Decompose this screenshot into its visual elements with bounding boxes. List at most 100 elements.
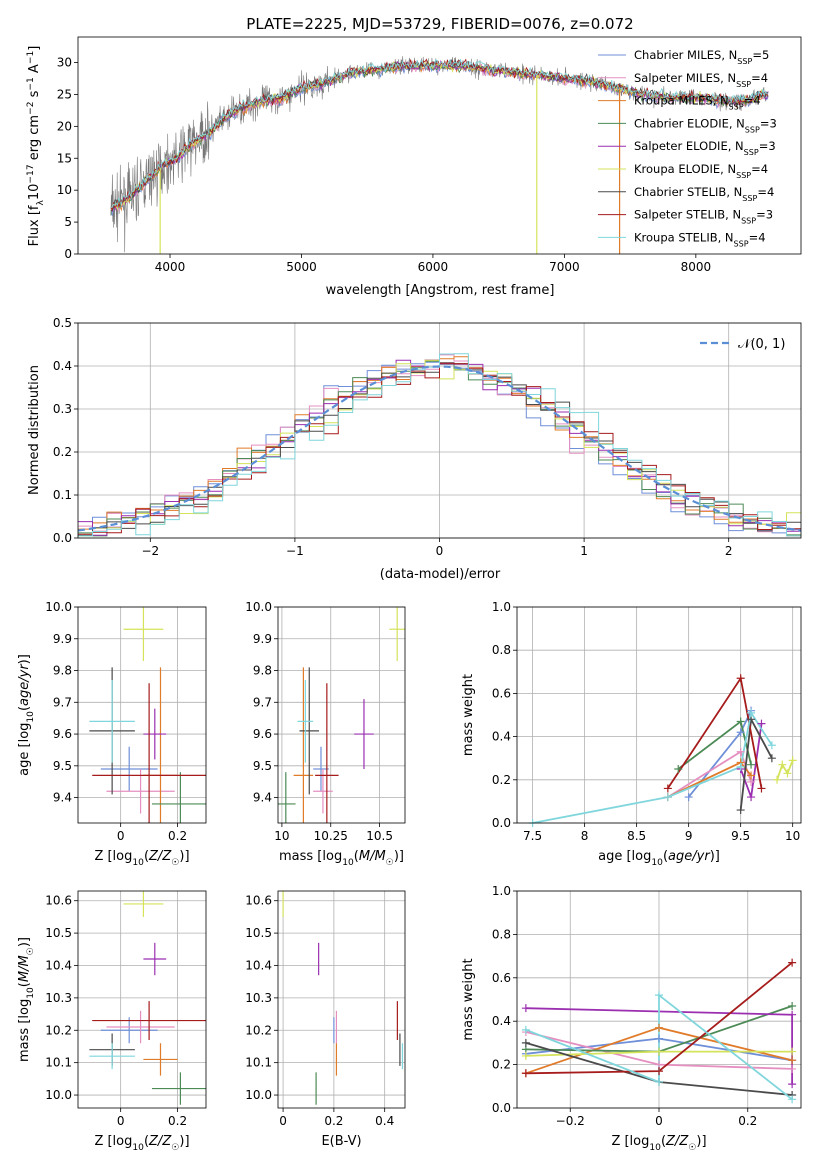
mass-weight-marker [655, 1023, 663, 1032]
x-tick-label: 0 [117, 829, 125, 843]
plots-layer: 4000 5000 6000 7000 8000051015202530waveleng… [17, 36, 802, 1153]
x-tick-label: 0 [117, 1114, 125, 1128]
y-tick-label: 9.5 [253, 759, 272, 773]
y-tick-label: 10.1 [245, 1056, 272, 1070]
residual-histogram [78, 362, 801, 535]
mass-weight-marker [736, 674, 745, 683]
y-tick-label: 9.4 [253, 791, 272, 805]
y-tick-label: 10.4 [45, 958, 72, 972]
mass-weight-marker [747, 760, 756, 769]
y-axis-label: Normed distribution [27, 365, 42, 495]
y-tick-label: 0 [64, 247, 72, 261]
legend-label: Salpeter ELODIE, NSSP=3 [634, 139, 776, 157]
mass-weight-marker [655, 1067, 663, 1076]
mass-vs-Z-panel: 0 0.2 10.0 10.1 10.2 10.3 10.4 10.5 10.6 Z [log10… [17, 890, 207, 1153]
x-tick-label: 10 [785, 829, 800, 843]
y-axis-label: age [log10(age/yr)] [17, 654, 36, 776]
mass-weight-marker [778, 760, 787, 769]
x-axis-label: wavelength [Angstrom, rest frame] [326, 283, 555, 298]
x-tick-label: 10.25 [314, 829, 348, 843]
mass-weight-marker [736, 747, 745, 756]
mass-weight-marker [788, 1064, 797, 1073]
x-tick-label: 0 [279, 1114, 287, 1128]
y-tick-label: 9.4 [53, 791, 72, 805]
axes-frame [277, 890, 406, 1109]
plot-area [532, 675, 794, 823]
mass-weight-marker [684, 793, 693, 802]
x-axis-label: E(B-V) [321, 1134, 361, 1149]
plot-area [78, 353, 801, 537]
mass-weight-marker [736, 806, 745, 815]
y-tick-label: 10.3 [245, 991, 272, 1005]
mass-weight-marker [788, 1095, 797, 1104]
y-tick-label: 10.4 [245, 958, 272, 972]
y-tick-label: 10.5 [245, 926, 272, 940]
mass-weight-marker [767, 741, 776, 750]
massweight-vs-age-panel: 7.5 8 8.5 9 9.5 10 0.0 0.2 0.4 0.6 0.8 1.0 age [log1… [461, 600, 802, 868]
legend: Chabrier MILES, NSSP=5 Salpeter MILES, NS… [598, 48, 777, 248]
y-tick-label: 0.2 [53, 445, 72, 459]
legend-label: Kroupa MILES, NSSP=4 [634, 94, 761, 112]
mass-weight-marker [788, 1056, 797, 1065]
y-tick-label: 10.2 [45, 1023, 72, 1037]
mass-weight-marker [521, 1038, 530, 1047]
residual-histogram [78, 353, 801, 537]
axes-frame [516, 606, 802, 824]
mass-weight-marker [788, 756, 797, 765]
spectrum-panel: 4000 5000 6000 7000 8000 0 5 10 15 20 25 30 waveleng… [26, 36, 802, 298]
legend-label: Chabrier ELODIE, NSSP=3 [634, 116, 777, 133]
y-tick-label: 1.0 [492, 884, 511, 898]
plot-area [110, 56, 769, 254]
y-tick-label: 10.0 [45, 600, 72, 614]
mass-weight-marker [655, 1077, 663, 1086]
y-tick-label: 10.6 [245, 894, 272, 908]
plot-area [89, 607, 206, 823]
mass-weight-marker [767, 754, 776, 763]
x-tick-label: 0.2 [168, 1114, 187, 1128]
mass-weight-marker [736, 717, 745, 726]
x-tick-label: −0.2 [556, 1114, 585, 1128]
y-axis-label: mass [log10(M/M☉)] [17, 937, 36, 1062]
x-tick-label: 5000 [286, 260, 317, 274]
mass-weight-marker [788, 1002, 797, 1011]
y-tick-label: 9.8 [53, 664, 72, 678]
y-tick-label: 9.6 [53, 727, 72, 741]
x-tick-label: 4000 [155, 260, 186, 274]
y-tick-label: 10.1 [45, 1056, 72, 1070]
y-tick-label: 10.6 [45, 894, 72, 908]
mass-weight-marker [757, 719, 766, 728]
y-tick-label: 20 [57, 119, 72, 133]
y-tick-label: 0.8 [492, 643, 511, 657]
y-tick-label: 0.5 [53, 316, 72, 330]
x-tick-label: 8.5 [627, 829, 646, 843]
mass-weight-marker [747, 793, 756, 802]
y-tick-label: 0.2 [492, 1058, 511, 1072]
legend-label: Chabrier STELIB, NSSP=4 [634, 185, 774, 203]
x-tick-label: 10 [274, 829, 289, 843]
legend-label: Chabrier MILES, NSSP=5 [634, 48, 769, 66]
y-tick-label: 0.0 [492, 816, 511, 830]
x-tick-label: 10.5 [366, 829, 393, 843]
y-tick-label: 10.0 [45, 1088, 72, 1102]
y-tick-label: 9.9 [253, 632, 272, 646]
x-tick-label: 0.2 [168, 829, 187, 843]
legend-label: Kroupa STELIB, NSSP=4 [634, 230, 766, 248]
axes-frame [77, 606, 207, 824]
mass-weight-marker [655, 1047, 663, 1056]
residual-panel: −2 −1 0 1 2 0.0 0.1 0.2 0.3 0.4 0.5 (data-model)/er… [27, 316, 802, 582]
y-tick-label: 15 [57, 151, 72, 165]
y-tick-label: 10.2 [245, 1023, 272, 1037]
x-axis-label: mass [log10(M/M☉)] [279, 849, 404, 868]
x-axis-label: age [log10(age/yr)] [598, 849, 720, 868]
mass-vs-EBV-panel: 0 0.2 0.4 10.0 10.1 10.2 10.3 10.4 10.5 10.6 E(B-V… [245, 890, 406, 1149]
mass-weight-marker [521, 1004, 530, 1013]
mass-weight-marker [736, 728, 745, 737]
legend-label: Salpeter STELIB, NSSP=3 [634, 208, 773, 226]
mass-weight-marker [788, 1010, 797, 1019]
y-tick-label: 0.0 [53, 531, 72, 545]
x-tick-label: 0.2 [324, 1114, 343, 1128]
y-tick-label: 9.7 [253, 695, 272, 709]
y-tick-label: 10 [57, 183, 72, 197]
axes-frame [77, 36, 802, 255]
